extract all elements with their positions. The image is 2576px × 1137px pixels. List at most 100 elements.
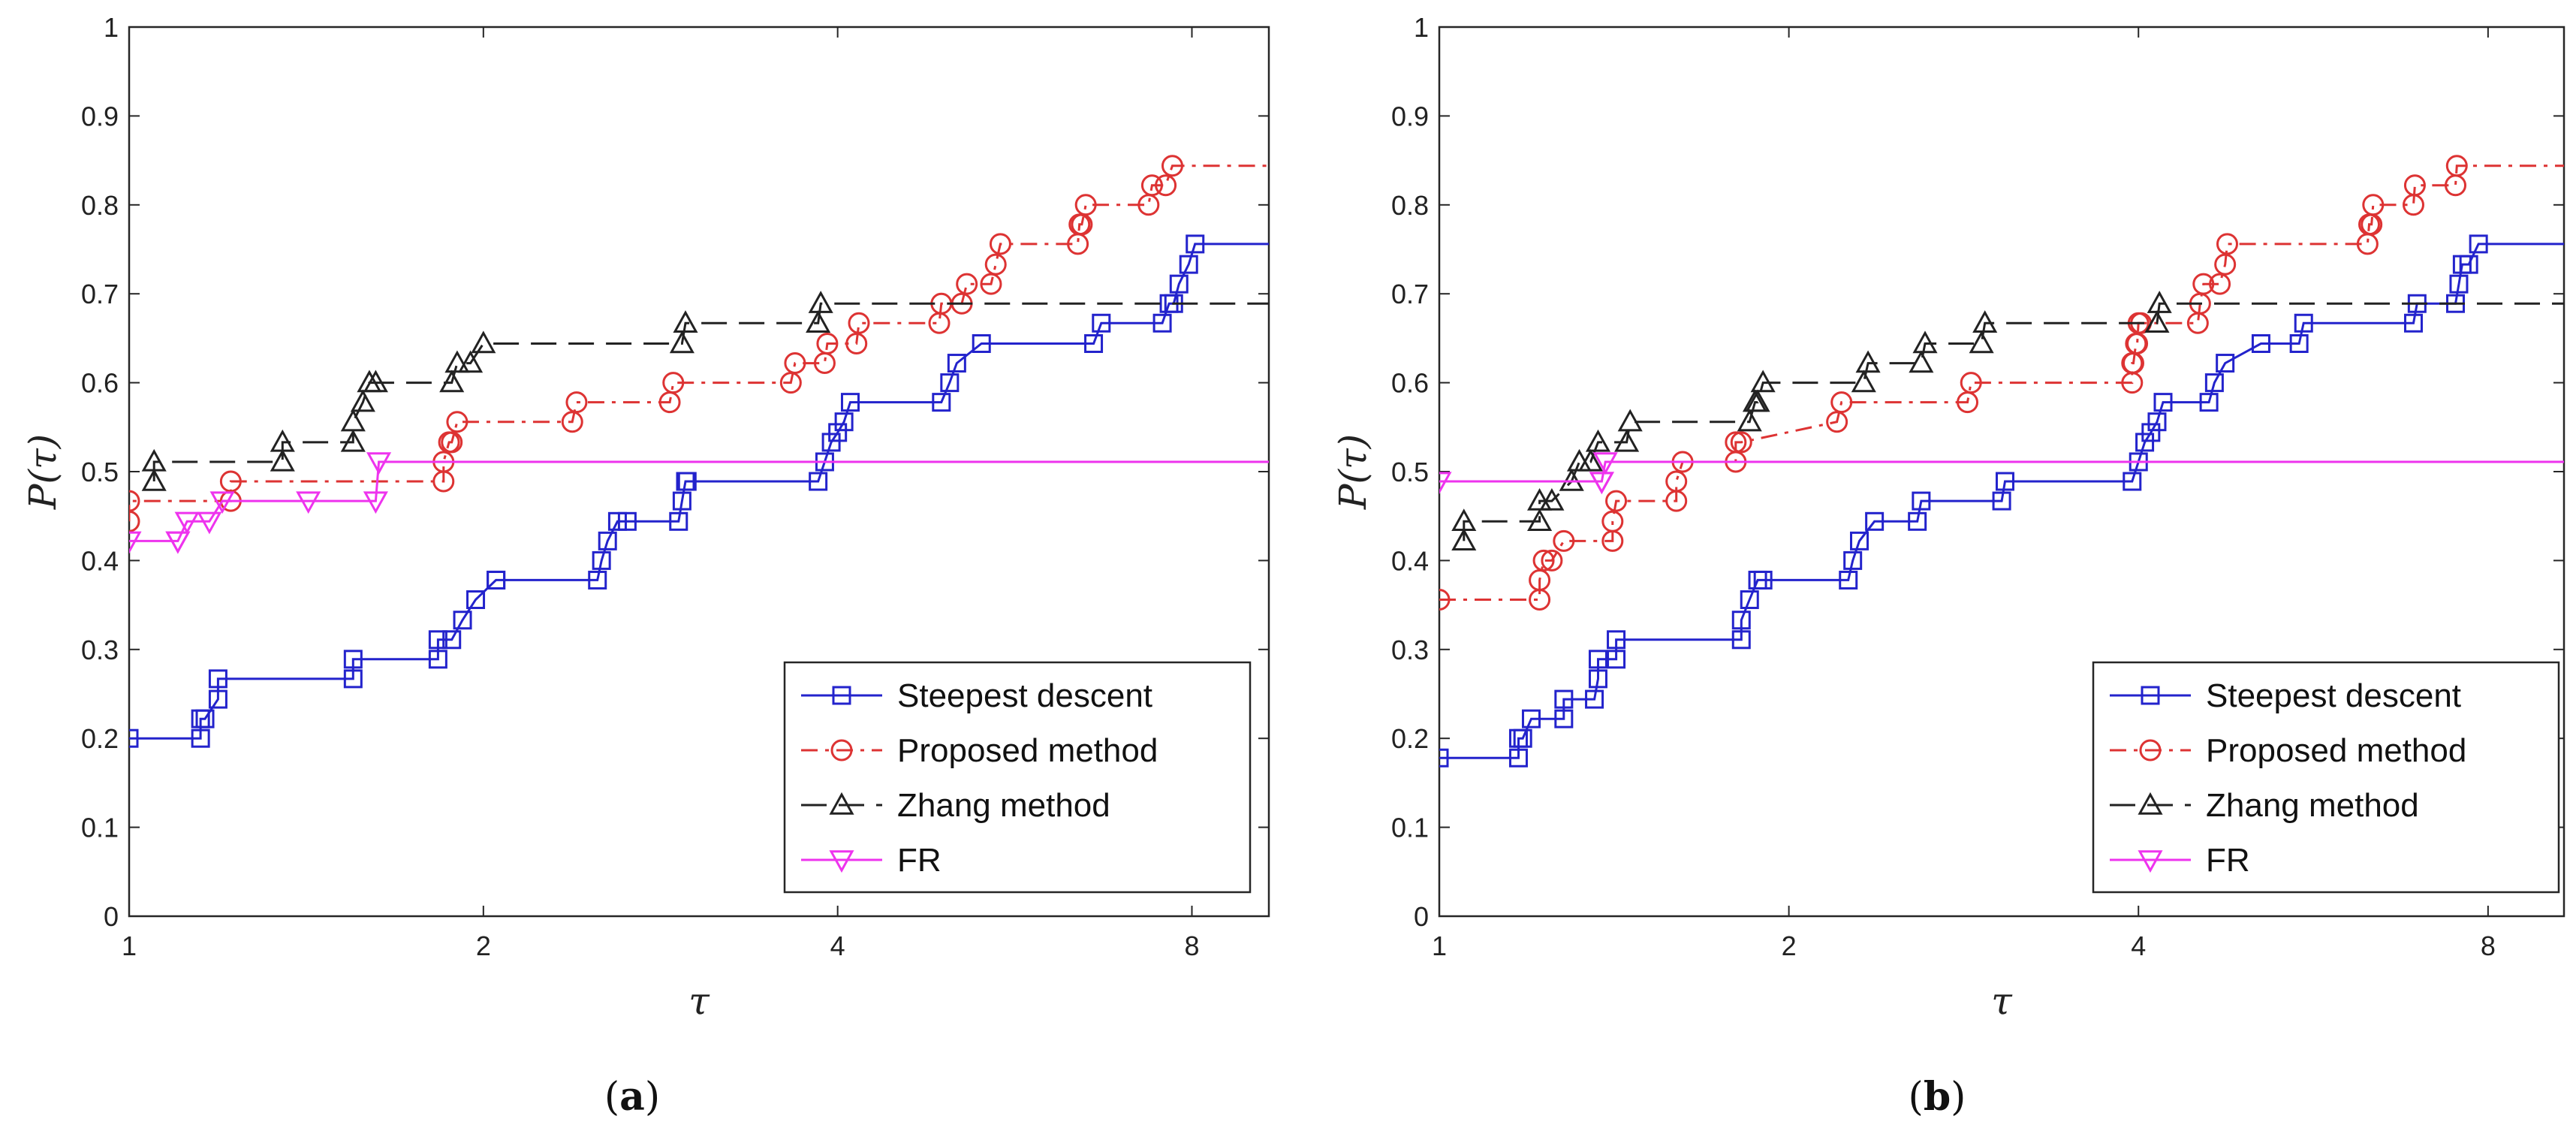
x-tick-label: 2: [476, 930, 491, 961]
data-point-steepest-descent: [1995, 472, 2014, 491]
series-layer: [1439, 155, 2564, 768]
data-point-steepest-descent: [1912, 491, 1931, 511]
data-point-zhang-method: [458, 350, 484, 373]
legend-box: [783, 661, 1252, 894]
legend: Steepest descent Proposed method Zhang met…: [2092, 661, 2560, 894]
data-point-proposed-method: [1074, 194, 1097, 216]
data-point-steepest-descent: [972, 334, 991, 354]
data-point-steepest-descent: [2251, 334, 2270, 354]
x-tick-label: 1: [1432, 930, 1447, 961]
data-point-zhang-method: [1539, 487, 1565, 511]
data-point-steepest-descent: [1092, 313, 1111, 333]
legend-label-fr: FR: [897, 842, 942, 879]
data-point-fr: [363, 491, 388, 514]
data-point-steepest-descent: [2153, 393, 2173, 412]
series-line-proposed-method: [129, 164, 1269, 522]
data-point-proposed-method: [784, 352, 806, 375]
legend-label-steepest-descent: Steepest descent: [897, 677, 1152, 714]
data-point-steepest-descent: [1908, 511, 1927, 531]
data-point-steepest-descent: [195, 709, 215, 728]
data-point-proposed-method: [2214, 253, 2237, 276]
data-point-proposed-method: [2445, 155, 2468, 177]
data-point-steepest-descent: [191, 728, 210, 748]
y-tick-label: 0.7: [1391, 279, 1429, 309]
data-point-proposed-method: [848, 312, 870, 334]
data-point-zhang-method: [1578, 448, 1604, 472]
data-point-proposed-method: [129, 510, 140, 532]
y-tick-label: 0.4: [81, 545, 119, 576]
legend-label-proposed-method: Proposed method: [897, 732, 1158, 769]
data-point-steepest-descent: [1508, 748, 1528, 768]
x-tick-label: 8: [1184, 930, 1199, 961]
data-point-zhang-method: [669, 330, 694, 354]
data-point-steepest-descent: [834, 412, 854, 432]
data-point-fr: [366, 452, 392, 475]
data-point-steepest-descent: [588, 570, 607, 590]
data-point-steepest-descent: [453, 611, 472, 630]
data-point-proposed-method: [1553, 529, 1575, 552]
x-tick-label: 4: [830, 930, 845, 961]
data-point-steepest-descent: [1585, 689, 1604, 709]
data-point-steepest-descent: [2141, 423, 2161, 442]
series-line-steepest-descent: [1439, 243, 2564, 759]
data-point-steepest-descent: [677, 472, 697, 491]
y-axis-label: P(τ): [21, 434, 65, 510]
y-tick-label: 0: [1414, 901, 1429, 932]
data-point-steepest-descent: [1843, 550, 1863, 570]
data-point-fr: [1592, 452, 1618, 475]
data-point-zhang-method: [673, 310, 698, 333]
y-axis-label: P(τ): [1331, 434, 1375, 510]
data-point-steepest-descent: [2403, 313, 2423, 333]
data-point-steepest-descent: [1607, 630, 1626, 650]
y-tick-label: 1: [1414, 12, 1429, 43]
data-point-steepest-descent: [2199, 393, 2219, 412]
data-point-zhang-method: [340, 409, 366, 432]
data-point-steepest-descent: [669, 511, 688, 531]
data-point-steepest-descent: [487, 570, 506, 590]
data-point-steepest-descent: [2294, 313, 2313, 333]
data-point-steepest-descent: [821, 433, 841, 452]
data-point-zhang-method: [1451, 528, 1477, 551]
data-point-zhang-method: [1451, 508, 1477, 532]
data-point-steepest-descent: [2147, 412, 2167, 432]
data-point-zhang-method: [1969, 330, 1994, 354]
series-line-fr: [1439, 460, 2564, 483]
data-point-steepest-descent: [2289, 334, 2309, 354]
data-point-proposed-method: [1605, 490, 1628, 512]
data-point-zhang-method: [340, 429, 366, 452]
data-point-zhang-method: [270, 448, 295, 472]
series-line-zhang-method: [1463, 302, 2564, 541]
series-line-fr: [129, 460, 1269, 542]
y-tick-label: 0.8: [81, 190, 119, 221]
data-point-steepest-descent: [932, 393, 951, 412]
data-point-fr: [129, 531, 142, 554]
data-point-proposed-method: [446, 411, 469, 433]
data-point-zhang-method: [1614, 429, 1640, 452]
data-point-proposed-method: [984, 253, 1007, 276]
data-point-proposed-method: [2209, 273, 2231, 295]
y-tick-label: 0.5: [1391, 457, 1429, 487]
y-tick-label: 0.2: [1391, 723, 1429, 754]
legend-marker-steepest-descent: [2141, 686, 2160, 705]
data-point-steepest-descent: [208, 689, 227, 709]
data-point-steepest-descent: [940, 373, 960, 393]
data-point-proposed-method: [2362, 194, 2385, 216]
data-point-zhang-method: [1912, 330, 1938, 354]
data-point-steepest-descent: [2216, 354, 2235, 373]
data-point-fr: [209, 491, 235, 514]
data-point-zhang-method: [808, 291, 833, 313]
y-tick-label: 0.5: [81, 457, 119, 487]
legend-box: [2092, 661, 2560, 894]
data-point-zhang-method: [2144, 310, 2170, 333]
legend-marker-zhang-method: [829, 792, 854, 815]
data-point-zhang-method: [363, 369, 388, 393]
data-point-steepest-descent: [1731, 611, 1751, 630]
caption-open-paren: (: [1909, 1075, 1924, 1120]
data-point-steepest-descent: [428, 650, 447, 669]
x-tick-label: 2: [1782, 930, 1797, 961]
data-point-zhang-method: [471, 330, 496, 354]
data-point-zhang-method: [270, 429, 295, 452]
y-tick-label: 1: [104, 12, 119, 43]
data-point-proposed-method: [2216, 233, 2238, 255]
data-point-zhang-method: [1745, 389, 1770, 412]
